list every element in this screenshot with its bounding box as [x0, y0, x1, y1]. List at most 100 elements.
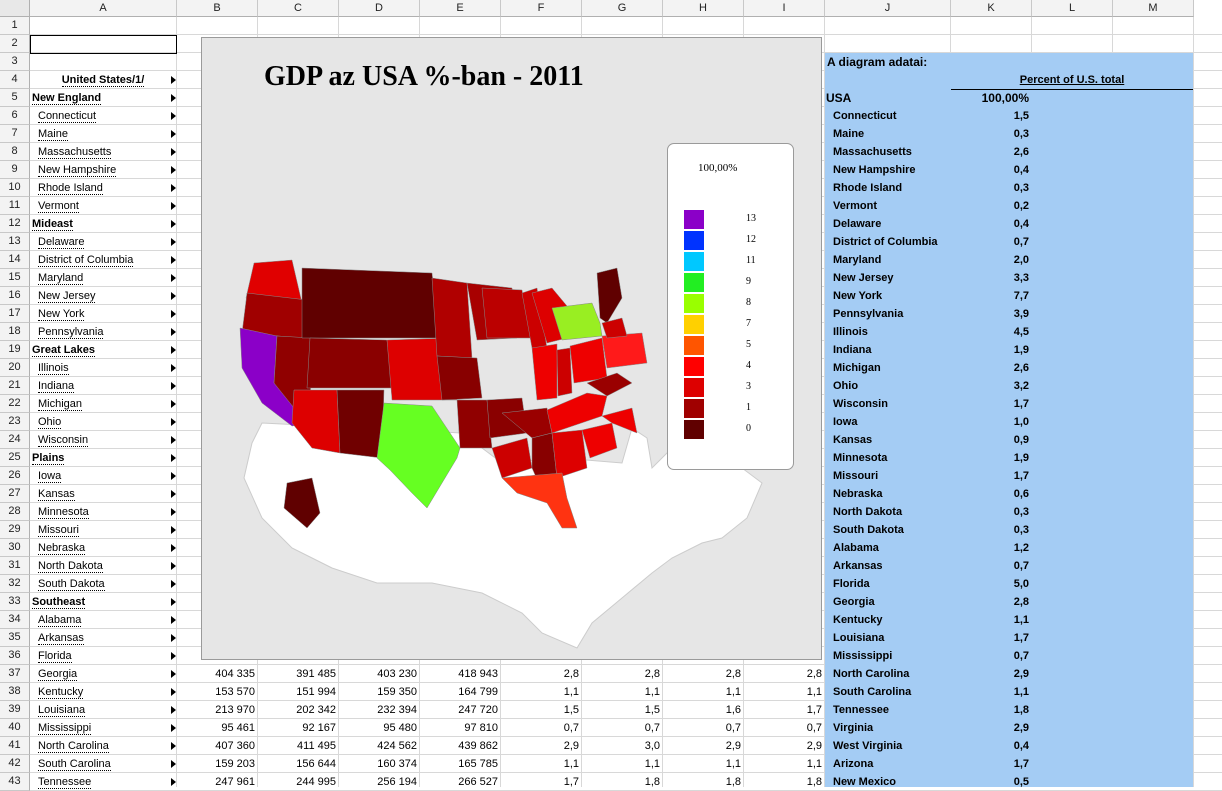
dropdown-triangle-icon[interactable]	[171, 418, 176, 426]
diagram-state-value[interactable]: 3,9	[1013, 308, 1029, 320]
dropdown-triangle-icon[interactable]	[171, 310, 176, 318]
dropdown-triangle-icon[interactable]	[171, 778, 176, 786]
dropdown-triangle-icon[interactable]	[171, 472, 176, 480]
cell-b-42[interactable]: 159 203	[215, 758, 255, 770]
diagram-state-value[interactable]: 0,3	[1013, 182, 1029, 194]
cell-a-9[interactable]: New Hampshire	[32, 161, 174, 179]
cell-a-25[interactable]: Plains	[32, 449, 174, 467]
cell-c-37[interactable]: 391 485	[296, 668, 336, 680]
diagram-state-value[interactable]: 7,7	[1013, 290, 1029, 302]
dropdown-triangle-icon[interactable]	[171, 364, 176, 372]
diagram-state-name[interactable]: Rhode Island	[833, 182, 903, 194]
cell-h-43[interactable]: 1,8	[725, 776, 741, 788]
dropdown-triangle-icon[interactable]	[171, 382, 176, 390]
row-header-6[interactable]: 6	[0, 107, 30, 125]
diagram-state-name[interactable]: Indiana	[833, 344, 872, 356]
dropdown-triangle-icon[interactable]	[171, 130, 176, 138]
cell-c-42[interactable]: 156 644	[296, 758, 336, 770]
row-header-38[interactable]: 38	[0, 683, 30, 701]
diagram-state-value[interactable]: 0,4	[1013, 164, 1029, 176]
row-header-43[interactable]: 43	[0, 773, 30, 791]
cell-g-41[interactable]: 3,0	[644, 740, 660, 752]
cell-a-35[interactable]: Arkansas	[32, 629, 174, 647]
cell-g-43[interactable]: 1,8	[644, 776, 660, 788]
diagram-state-name[interactable]: Arizona	[833, 758, 874, 770]
cell-f-39[interactable]: 1,5	[563, 704, 579, 716]
cell-i-41[interactable]: 2,9	[806, 740, 822, 752]
dropdown-triangle-icon[interactable]	[171, 634, 176, 642]
cell-a-12[interactable]: Mideast	[32, 215, 174, 233]
cell-c-41[interactable]: 411 495	[297, 740, 336, 752]
cell-e-41[interactable]: 439 862	[458, 740, 498, 752]
diagram-state-value[interactable]: 0,4	[1013, 740, 1029, 752]
diagram-state-value[interactable]: 1,7	[1013, 758, 1029, 770]
cell-d-37[interactable]: 403 230	[377, 668, 417, 680]
diagram-state-value[interactable]: 1,1	[1013, 614, 1029, 626]
dropdown-triangle-icon[interactable]	[171, 346, 176, 354]
dropdown-triangle-icon[interactable]	[171, 544, 176, 552]
cell-i-43[interactable]: 1,8	[806, 776, 822, 788]
row-header-21[interactable]: 21	[0, 377, 30, 395]
row-header-33[interactable]: 33	[0, 593, 30, 611]
diagram-state-value[interactable]: 1,0	[1013, 416, 1029, 428]
diagram-state-name[interactable]: South Dakota	[833, 524, 904, 536]
row-header-15[interactable]: 15	[0, 269, 30, 287]
diagram-state-value[interactable]: 0,6	[1013, 488, 1029, 500]
diagram-state-value[interactable]: 2,0	[1013, 254, 1029, 266]
dropdown-triangle-icon[interactable]	[171, 112, 176, 120]
dropdown-triangle-icon[interactable]	[171, 274, 176, 282]
row-header-32[interactable]: 32	[0, 575, 30, 593]
diagram-state-name[interactable]: Illinois	[833, 326, 868, 338]
diagram-state-name[interactable]: Wisconsin	[833, 398, 888, 410]
dropdown-triangle-icon[interactable]	[171, 616, 176, 624]
diagram-state-name[interactable]: Connecticut	[833, 110, 897, 122]
map-chart[interactable]: GDP az USA %-ban - 2011	[201, 37, 822, 660]
diagram-state-name[interactable]: Missouri	[833, 470, 879, 482]
diagram-state-value[interactable]: 1,1	[1013, 686, 1029, 698]
diagram-state-name[interactable]: Ohio	[833, 380, 859, 392]
cell-d-42[interactable]: 160 374	[377, 758, 417, 770]
diagram-state-name[interactable]: Delaware	[833, 218, 882, 230]
cell-a-19[interactable]: Great Lakes	[32, 341, 174, 359]
cell-a-39[interactable]: Louisiana	[32, 701, 174, 719]
column-header-l[interactable]: L	[1032, 0, 1113, 17]
row-header-42[interactable]: 42	[0, 755, 30, 773]
cell-d-39[interactable]: 232 394	[377, 704, 417, 716]
cell-a-27[interactable]: Kansas	[32, 485, 174, 503]
row-header-20[interactable]: 20	[0, 359, 30, 377]
dropdown-triangle-icon[interactable]	[171, 508, 176, 516]
row-header-37[interactable]: 37	[0, 665, 30, 683]
cell-b-40[interactable]: 95 461	[221, 722, 255, 734]
diagram-state-name[interactable]: Virginia	[833, 722, 874, 734]
diagram-state-name[interactable]: New Jersey	[833, 272, 894, 284]
usa-value[interactable]: 100,00%	[981, 91, 1029, 105]
column-header-c[interactable]: C	[258, 0, 339, 17]
diagram-state-name[interactable]: Michigan	[833, 362, 881, 374]
row-header-40[interactable]: 40	[0, 719, 30, 737]
row-header-12[interactable]: 12	[0, 215, 30, 233]
cell-a-28[interactable]: Minnesota	[32, 503, 174, 521]
cell-e-43[interactable]: 266 527	[458, 776, 498, 788]
dropdown-triangle-icon[interactable]	[171, 760, 176, 768]
diagram-state-name[interactable]: New York	[833, 290, 883, 302]
cell-i-37[interactable]: 2,8	[806, 668, 822, 680]
dropdown-triangle-icon[interactable]	[171, 148, 176, 156]
row-header-22[interactable]: 22	[0, 395, 30, 413]
row-header-9[interactable]: 9	[0, 161, 30, 179]
row-header-14[interactable]: 14	[0, 251, 30, 269]
cell-a-5[interactable]: New England	[32, 89, 174, 107]
row-header-13[interactable]: 13	[0, 233, 30, 251]
select-all-corner[interactable]	[0, 0, 30, 17]
cell-h-37[interactable]: 2,8	[725, 668, 741, 680]
cell-a-24[interactable]: Wisconsin	[32, 431, 174, 449]
row-header-39[interactable]: 39	[0, 701, 30, 719]
diagram-state-value[interactable]: 1,7	[1013, 470, 1029, 482]
diagram-state-name[interactable]: Florida	[833, 578, 870, 590]
diagram-state-name[interactable]: West Virginia	[833, 740, 903, 752]
cell-f-43[interactable]: 1,7	[563, 776, 579, 788]
diagram-state-name[interactable]: District of Columbia	[833, 236, 938, 248]
column-header-j[interactable]: J	[825, 0, 951, 17]
diagram-state-name[interactable]: Georgia	[833, 596, 875, 608]
row-header-25[interactable]: 25	[0, 449, 30, 467]
